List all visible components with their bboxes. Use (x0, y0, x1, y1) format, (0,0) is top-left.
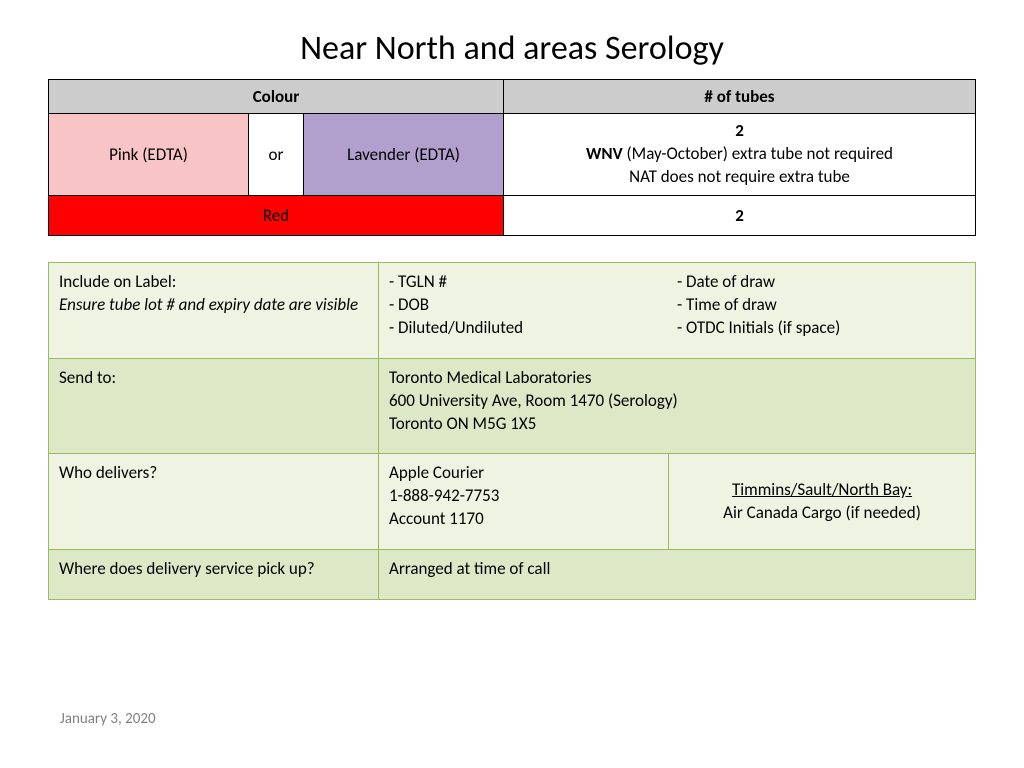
page-title: Near North and areas Serology (0, 0, 1024, 79)
otdc: - OTDC Initials (if space) (677, 317, 840, 338)
cell-red: Red (49, 195, 504, 235)
label-col1: - TGLN # - DOB - Diluted/Undiluted (389, 271, 677, 340)
who-alt-title: Timmins/Sault/North Bay: (732, 479, 912, 500)
dob: - DOB (389, 294, 429, 315)
send-value: Toronto Medical Laboratories 600 Univers… (379, 358, 976, 454)
nat-note: NAT does not require extra tube (629, 166, 850, 187)
cell-pink: Pink (EDTA) (49, 114, 249, 196)
wnv-rest: (May-October) extra tube not required (623, 143, 893, 164)
who2: 1-888-942-7753 (389, 485, 499, 506)
where-label: Where does delivery service pick up? (49, 550, 379, 600)
send1: Toronto Medical Laboratories (389, 367, 591, 388)
tubes-header-row: Colour # of tubes (49, 80, 976, 114)
info-row-who: Who delivers? Apple Courier 1-888-942-77… (49, 454, 976, 550)
who-alt: Timmins/Sault/North Bay: Air Canada Carg… (669, 454, 976, 550)
who-label: Who delivers? (49, 454, 379, 550)
label-col2: - Date of draw - Time of draw - OTDC Ini… (677, 271, 965, 340)
info-table: Include on Label: Ensure tube lot # and … (48, 262, 976, 600)
info-label-values: - TGLN # - DOB - Diluted/Undiluted - Dat… (379, 262, 976, 358)
wnv-bold: WNV (586, 143, 623, 164)
tubes-table: Colour # of tubes Pink (EDTA) or Lavende… (48, 79, 976, 236)
tgln: - TGLN # (389, 271, 447, 292)
send2: 600 University Ave, Room 1470 (Serology) (389, 390, 678, 411)
send-label: Send to: (49, 358, 379, 454)
diluted: - Diluted/Undiluted (389, 317, 523, 338)
timedraw: - Time of draw (677, 294, 777, 315)
cell-edta-count: 2 WNV (May-October) extra tube not requi… (504, 114, 976, 196)
info-row-where: Where does delivery service pick up? Arr… (49, 550, 976, 600)
who1: Apple Courier (389, 462, 484, 483)
cell-lavender: Lavender (EDTA) (304, 114, 504, 196)
datedraw: - Date of draw (677, 271, 775, 292)
include-sub: Ensure tube lot # and expiry date are vi… (59, 294, 358, 315)
who-value: Apple Courier 1-888-942-7753 Account 117… (379, 454, 669, 550)
info-row-label: Include on Label: Ensure tube lot # and … (49, 262, 976, 358)
info-label-cell: Include on Label: Ensure tube lot # and … (49, 262, 379, 358)
who3: Account 1170 (389, 508, 484, 529)
include-label: Include on Label: (59, 271, 176, 292)
send3: Toronto ON M5G 1X5 (389, 413, 536, 434)
who-alt-val: Air Canada Cargo (if needed) (723, 502, 921, 523)
header-numtubes: # of tubes (504, 80, 976, 114)
tubes-row-edta: Pink (EDTA) or Lavender (EDTA) 2 WNV (Ma… (49, 114, 976, 196)
cell-or: or (249, 114, 304, 196)
tubes-row-red: Red 2 (49, 195, 976, 235)
count-2a: 2 (735, 120, 744, 141)
header-colour: Colour (49, 80, 504, 114)
footer-date: January 3, 2020 (60, 710, 156, 728)
info-row-send: Send to: Toronto Medical Laboratories 60… (49, 358, 976, 454)
where-value: Arranged at time of call (379, 550, 976, 600)
cell-red-count: 2 (504, 195, 976, 235)
